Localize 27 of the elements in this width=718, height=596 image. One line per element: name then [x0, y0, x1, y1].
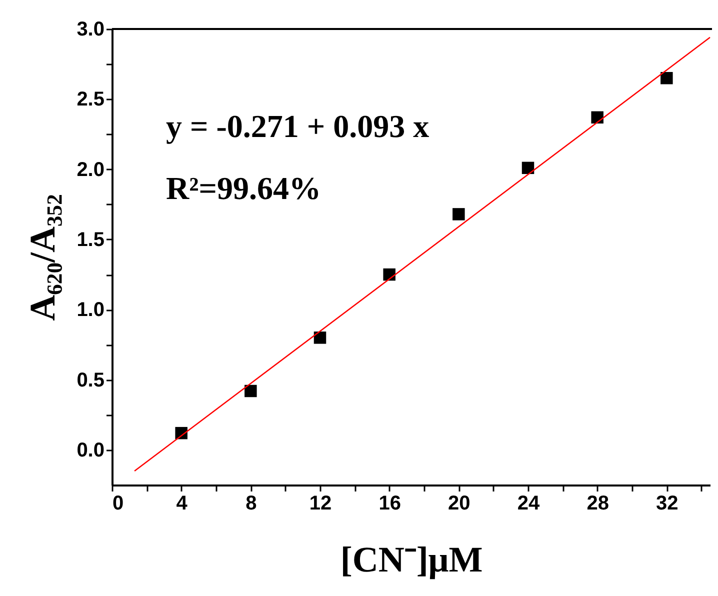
point [452, 208, 465, 220]
y-tick-label: 0.5 [76, 369, 104, 392]
x-tick-label: 32 [656, 492, 678, 514]
point [244, 384, 257, 398]
x-tick-label: 0 [112, 492, 124, 514]
point [383, 268, 396, 281]
y-tick-label: 0.0 [76, 439, 104, 462]
x-tick-label: 20 [448, 492, 470, 514]
y-tick-label: 2.0 [76, 158, 104, 181]
point [660, 72, 673, 84]
y-tick-label: 1.5 [76, 228, 104, 251]
y-axis-title: A₆₂₀/A₃₅₂ [22, 194, 63, 321]
y-tick-label: 2.5 [76, 88, 104, 111]
point [591, 111, 604, 124]
x-tick-label: 24 [517, 492, 540, 514]
x-tick-label: 28 [586, 492, 609, 514]
y-tick-label: 3.0 [76, 18, 104, 40]
x-tick-label: 8 [246, 492, 257, 514]
point [522, 162, 534, 174]
annotation: R²=99.64% [166, 170, 321, 206]
x-tick-label: 4 [176, 492, 188, 514]
x-tick-label: 12 [309, 492, 332, 514]
x-axis-title: [CN⁻]μM [340, 540, 483, 580]
point [314, 332, 326, 344]
annotation: y = -0.271 + 0.093 x [166, 108, 430, 144]
y-tick-label: 1.0 [76, 299, 104, 322]
x-tick-label: 16 [378, 492, 401, 514]
